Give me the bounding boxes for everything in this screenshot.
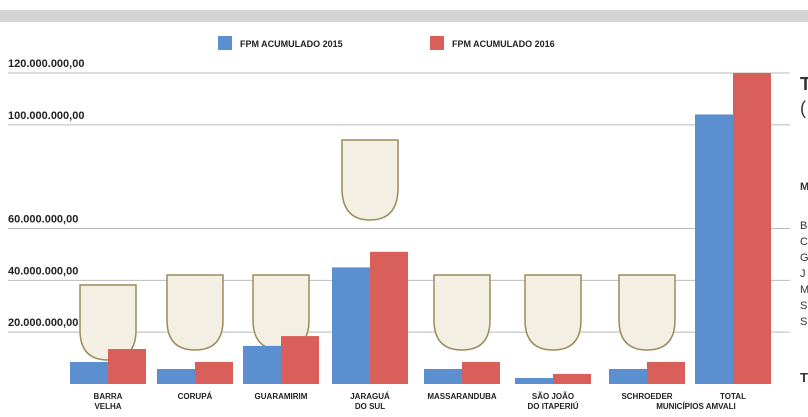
legend-label: FPM ACUMULADO 2015: [240, 39, 343, 49]
side-item: M: [800, 284, 808, 296]
x-tick-label: GUARAMIRIM: [255, 392, 308, 401]
y-tick-label: 100.000.000,00: [8, 110, 84, 122]
bar: [733, 73, 771, 384]
y-tick-label: 20.000.000,00: [8, 317, 78, 329]
legend-swatch: [218, 36, 232, 50]
crest: [342, 140, 398, 220]
top-band: [0, 10, 808, 22]
x-tick-label: SÃO JOÃO: [532, 392, 574, 401]
x-tick-label: BARRA: [94, 392, 123, 401]
side-heading: M: [800, 181, 808, 193]
crest: [434, 275, 490, 350]
crest: [525, 275, 581, 350]
bar: [515, 378, 553, 384]
bar: [70, 362, 108, 384]
bar: [195, 362, 233, 384]
side-item: S: [800, 300, 807, 312]
crest: [619, 275, 675, 350]
x-tick-label: CORUPÁ: [178, 392, 213, 401]
side-item: C: [800, 236, 808, 248]
bar: [243, 346, 281, 384]
bar: [462, 362, 500, 384]
x-tick-label: DO SUL: [355, 402, 385, 411]
legend-swatch: [430, 36, 444, 50]
bar: [332, 267, 370, 384]
y-tick-label: 120.000.000,00: [8, 58, 84, 70]
side-subtitle: (: [800, 98, 806, 118]
crest: [80, 285, 136, 360]
side-item: G: [800, 252, 808, 264]
x-tick-label: VELHA: [94, 402, 121, 411]
side-item: S: [800, 316, 807, 328]
bar: [695, 114, 733, 384]
side-title: T: [800, 74, 808, 94]
bar: [424, 369, 462, 384]
x-tick-label: JARAGUÁ: [350, 392, 390, 401]
bar: [609, 369, 647, 384]
x-tick-label: DO ITAPERIÚ: [528, 402, 579, 411]
bar: [281, 336, 319, 384]
chart: T ( M T BCGJMSS20.000.000,0040.000.000,0…: [0, 0, 808, 417]
side-item: J: [800, 268, 806, 280]
bar: [553, 374, 591, 384]
crest: [167, 275, 223, 350]
y-tick-label: 40.000.000,00: [8, 265, 78, 277]
bar: [647, 362, 685, 384]
x-tick-label: SCHROEDER: [621, 392, 672, 401]
x-tick-label: TOTAL: [720, 392, 746, 401]
bar: [370, 252, 408, 384]
bar: [157, 369, 195, 384]
side-item: B: [800, 220, 807, 232]
x-tick-label: MASSARANDUBA: [427, 392, 497, 401]
bar: [108, 349, 146, 384]
legend-label: FPM ACUMULADO 2016: [452, 39, 555, 49]
side-footer: T: [800, 370, 808, 385]
y-tick-label: 60.000.000,00: [8, 214, 78, 226]
x-tick-label: MUNICÍPIOS AMVALI: [656, 402, 736, 411]
